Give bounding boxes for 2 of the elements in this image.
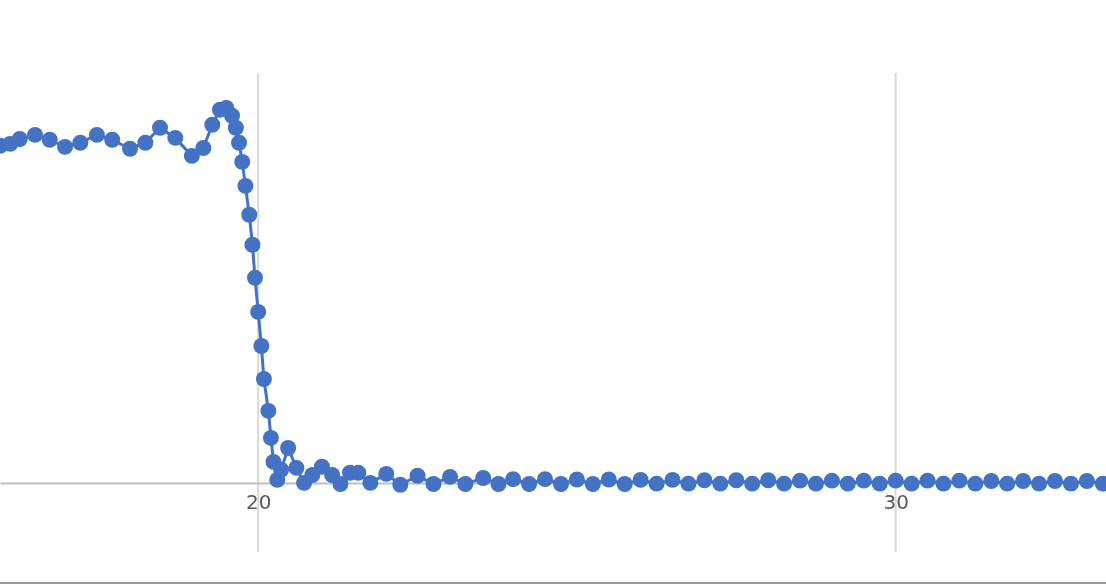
x-tick-label: 30: [883, 490, 909, 515]
x-tick-label: 20: [245, 490, 272, 515]
